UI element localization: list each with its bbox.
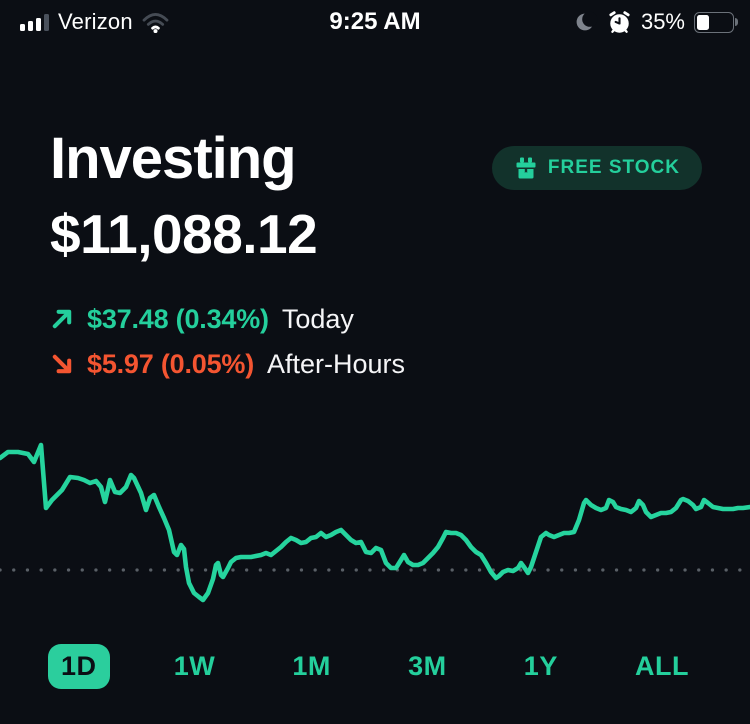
carrier-label: Verizon xyxy=(58,9,133,34)
tab-1y[interactable]: 1Y xyxy=(511,644,571,689)
status-bar: Verizon 9:25 AM xyxy=(0,0,750,44)
arrow-up-right-icon xyxy=(50,307,74,331)
arrow-down-right-icon xyxy=(50,352,74,376)
today-change-label: Today xyxy=(281,303,354,334)
battery-icon xyxy=(694,11,738,33)
today-change-amount: $37.48 (0.34%) xyxy=(87,303,269,334)
battery-percent-label: 35% xyxy=(640,9,685,34)
tab-1w[interactable]: 1W xyxy=(161,644,229,689)
tab-all[interactable]: ALL xyxy=(622,644,702,689)
today-change-row: $37.48 (0.34%) Today xyxy=(50,303,354,335)
free-stock-button[interactable]: FREE STOCK xyxy=(491,146,702,190)
portfolio-chart[interactable] xyxy=(0,430,750,620)
do-not-disturb-moon-icon xyxy=(574,10,598,34)
cellular-signal-icon xyxy=(20,13,49,31)
tab-3m[interactable]: 3M xyxy=(395,644,460,689)
wifi-icon xyxy=(142,12,169,33)
page-title: Investing xyxy=(50,126,297,191)
tab-1d[interactable]: 1D xyxy=(48,643,110,689)
time-range-tabs: 1D 1W 1M 3M 1Y ALL xyxy=(0,640,750,692)
after-hours-change-amount: $5.97 (0.05%) xyxy=(87,348,255,379)
status-bar-right: 35% xyxy=(574,9,738,35)
portfolio-value-line xyxy=(0,442,750,603)
tab-1m[interactable]: 1M xyxy=(279,644,344,689)
portfolio-value: $11,088.12 xyxy=(50,203,318,265)
free-stock-label: FREE STOCK xyxy=(547,157,680,178)
status-bar-left: Verizon xyxy=(20,9,169,35)
gift-icon xyxy=(514,156,538,180)
alarm-clock-icon xyxy=(607,10,632,35)
after-hours-change-row: $5.97 (0.05%) After-Hours xyxy=(50,348,405,380)
after-hours-change-label: After-Hours xyxy=(267,348,406,379)
